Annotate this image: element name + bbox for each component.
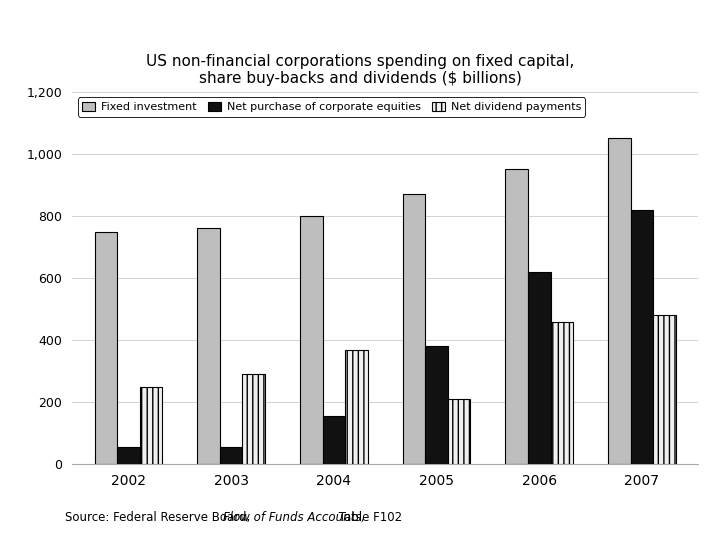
- Text: US non-financial corporations spending on fixed capital,
share buy-backs and div: US non-financial corporations spending o…: [146, 54, 574, 86]
- Legend: Fixed investment, Net purchase of corporate equities, Net dividend payments: Fixed investment, Net purchase of corpor…: [78, 97, 585, 117]
- Bar: [551, 321, 573, 464]
- Bar: [631, 210, 653, 464]
- Bar: [243, 374, 265, 464]
- Bar: [448, 399, 470, 464]
- Bar: [608, 138, 631, 464]
- Text: Source: Federal Reserve Board,: Source: Federal Reserve Board,: [65, 511, 254, 524]
- Bar: [94, 232, 117, 464]
- Bar: [323, 416, 345, 464]
- Bar: [197, 228, 220, 464]
- Bar: [402, 194, 426, 464]
- Bar: [505, 170, 528, 464]
- Text: Flow of Funds Accounts,: Flow of Funds Accounts,: [223, 511, 365, 524]
- Bar: [528, 272, 551, 464]
- Bar: [426, 347, 448, 464]
- Bar: [140, 387, 163, 464]
- Bar: [300, 216, 323, 464]
- Bar: [653, 315, 676, 464]
- Bar: [345, 349, 368, 464]
- Bar: [220, 447, 243, 464]
- Text: Table F102: Table F102: [335, 511, 402, 524]
- Bar: [117, 447, 140, 464]
